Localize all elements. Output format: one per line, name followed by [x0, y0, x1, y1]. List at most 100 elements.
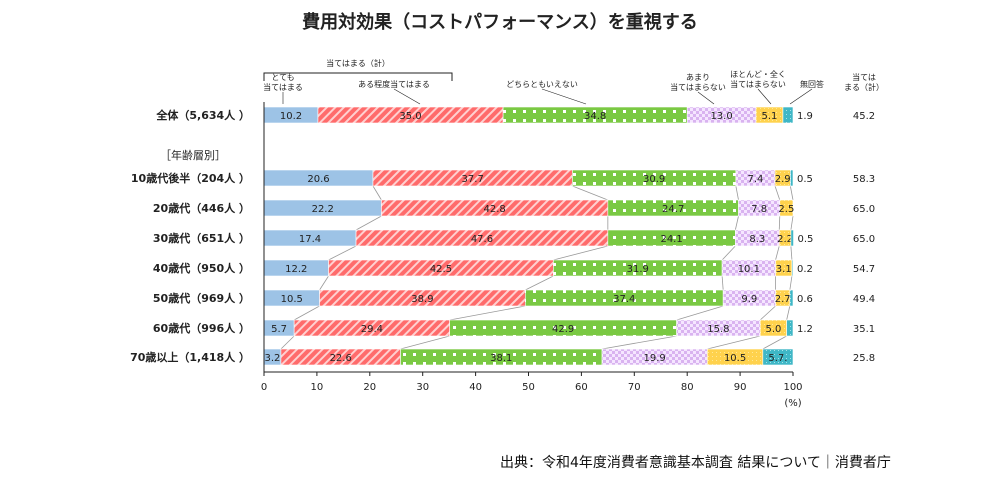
x-tick-label: 20 — [363, 382, 376, 393]
total-label: 25.8 — [853, 353, 875, 364]
connector-line — [319, 275, 329, 291]
connector-line — [293, 305, 320, 321]
legend-leader — [757, 88, 772, 105]
connector-line — [676, 305, 724, 321]
total-label: 54.7 — [853, 264, 875, 275]
x-tick-label: 50 — [522, 382, 535, 393]
value-label: 38.9 — [411, 294, 433, 305]
legend-label: 当てはまる — [263, 82, 303, 92]
value-label: 10.2 — [280, 111, 302, 122]
legend-leader — [393, 88, 421, 105]
category-label: 10歳代後半（204人 ） — [131, 171, 250, 185]
connector-line — [789, 275, 793, 291]
bar-segment — [791, 259, 794, 277]
connector-line — [790, 245, 793, 261]
connector-line — [762, 335, 787, 350]
value-label: 5.0 — [765, 324, 781, 335]
value-label: 29.4 — [361, 324, 383, 335]
x-tick-label: 60 — [575, 382, 588, 393]
connector-line — [735, 185, 739, 201]
total-label: 49.4 — [853, 294, 875, 305]
legend-leader — [789, 88, 813, 105]
category-label: 40歳代（950人 ） — [153, 261, 250, 275]
value-label: 31.9 — [627, 264, 649, 275]
value-label: 5.1 — [762, 111, 778, 122]
value-label: 37.4 — [613, 294, 635, 305]
value-label: 13.0 — [710, 111, 732, 122]
value-label: 15.8 — [707, 324, 729, 335]
value-label: 3.2 — [265, 353, 281, 364]
total-label: 58.3 — [853, 174, 875, 185]
value-label: 7.4 — [747, 174, 763, 185]
value-label: 10.1 — [738, 264, 760, 275]
legend-label: 当てはまらない — [730, 79, 786, 89]
x-tick-label: 100 — [783, 382, 802, 393]
x-tick-label: 10 — [311, 382, 324, 393]
value-label: 9.9 — [741, 294, 757, 305]
x-tick-label: 70 — [628, 382, 641, 393]
value-label: 0.5 — [797, 174, 813, 185]
value-label: 5.7. — [768, 353, 787, 364]
connector-line — [372, 185, 382, 201]
value-label: 38.1 — [490, 353, 512, 364]
value-label: 1.2 — [797, 324, 813, 335]
connector-line — [525, 275, 554, 291]
category-label: 20歳代（446人 ） — [153, 201, 250, 215]
connector-line — [400, 335, 450, 350]
connector-line — [778, 215, 781, 231]
value-label: 22.2 — [312, 204, 334, 215]
connector-line — [775, 245, 780, 261]
bar-segment — [789, 289, 794, 307]
bar-segment — [779, 199, 794, 217]
category-label: 30歳代（651人 ） — [153, 231, 250, 245]
x-tick-label: 80 — [681, 382, 694, 393]
legend-label: ある程度当てはまる — [358, 79, 430, 89]
bar-segment — [790, 229, 794, 247]
value-label: 10.5 — [281, 294, 303, 305]
value-label: 47.6 — [471, 234, 493, 245]
connector-line — [786, 305, 791, 321]
bar-segment — [790, 169, 794, 187]
legend-label: 当てはまらない — [670, 82, 726, 92]
value-label: 2.7 — [775, 294, 791, 305]
source-note: 出典：令和4年度消費者意識基本調査 結果について｜消費者庁 — [500, 455, 891, 471]
value-label: 37.7 — [462, 174, 484, 185]
value-label: 42.9 — [552, 324, 574, 335]
connector-line — [790, 215, 794, 231]
x-unit-label: (%) — [784, 398, 801, 409]
value-label: 2.2 — [777, 234, 793, 245]
category-label: 全体（5,634人 ） — [155, 108, 250, 122]
x-tick-label: 90 — [734, 382, 747, 393]
bar-segment — [762, 348, 794, 366]
value-label: 20.6 — [307, 174, 329, 185]
value-label: 42.5 — [430, 264, 452, 275]
x-tick-label: 30 — [416, 382, 429, 393]
category-label: 60歳代（996人 ） — [153, 321, 250, 335]
connector-line — [734, 215, 739, 231]
value-label: 2.9 — [775, 174, 791, 185]
bracket-label: 当てはまる（計） — [326, 58, 390, 68]
value-label: 2.5 — [778, 204, 794, 215]
x-tick-label: 40 — [469, 382, 482, 393]
value-label: 35.0 — [399, 111, 421, 122]
legend-leader — [697, 91, 715, 105]
value-label: 5.7 — [271, 324, 287, 335]
totals-header: まる（計） — [844, 82, 884, 92]
value-label: 0.5 — [798, 234, 814, 245]
value-label: 0.6 — [797, 294, 813, 305]
total-label: 35.1 — [853, 324, 875, 335]
bar-segment — [782, 106, 794, 124]
connector-line — [280, 335, 295, 350]
value-label: 24.1 — [660, 234, 682, 245]
category-label: 70歳以上（1,418人 ） — [130, 350, 250, 364]
value-label: 17.4 — [299, 234, 321, 245]
chart-title: 費用対効果（コストパフォーマンス）を重視する — [302, 12, 698, 33]
value-label: 24.7 — [662, 204, 684, 215]
connector-line — [449, 305, 526, 321]
connector-line — [707, 335, 761, 350]
value-label: 42.8 — [484, 204, 506, 215]
connector-line — [355, 215, 382, 231]
value-label: 22.6 — [330, 353, 352, 364]
legend-label: とても — [271, 73, 294, 82]
